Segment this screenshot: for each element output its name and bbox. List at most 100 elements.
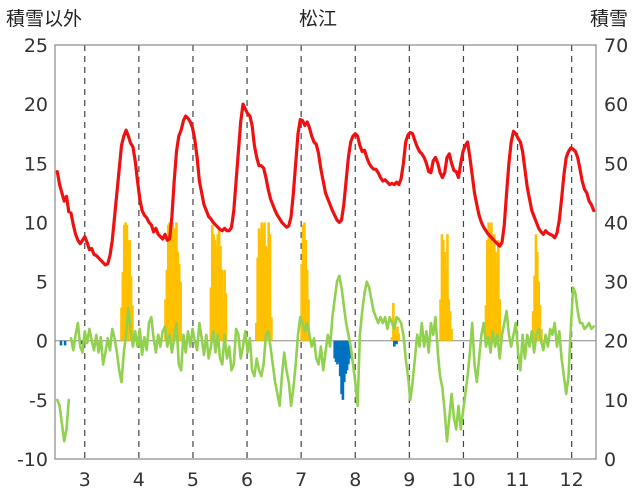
orange-bar — [444, 269, 448, 341]
orange-bar — [256, 257, 259, 341]
orange-bar — [221, 299, 225, 341]
orange-bar — [450, 328, 453, 341]
y-right-tick-label: 10 — [604, 390, 628, 412]
plot-frame — [54, 44, 597, 460]
orange-bar — [487, 222, 491, 341]
orange-bar — [304, 240, 308, 341]
y-left-tick-label: 20 — [24, 94, 48, 116]
orange-bar — [448, 311, 452, 341]
orange-bar — [443, 252, 447, 341]
right-axis-label: 積雪 — [589, 8, 628, 30]
orange-bar — [254, 322, 258, 341]
orange-bar — [173, 228, 177, 341]
orange-bar — [531, 311, 535, 341]
orange-bar — [212, 234, 215, 341]
orange-bar — [120, 307, 123, 341]
orange-bar — [536, 252, 539, 341]
orange-bar — [128, 240, 132, 341]
blue-bar — [333, 340, 336, 359]
orange-bar — [267, 222, 270, 341]
orange-bar — [494, 252, 497, 341]
blue-bar — [342, 340, 346, 383]
orange-bar — [393, 322, 397, 341]
orange-bar — [440, 234, 444, 341]
chart-title: 松江 — [298, 8, 337, 30]
x-tick-label: 12 — [560, 469, 584, 491]
blue-bar — [347, 340, 350, 365]
blue-bar — [344, 340, 347, 374]
orange-bar — [491, 246, 495, 341]
orange-bar — [497, 240, 500, 341]
blue-bar — [334, 340, 338, 363]
orange-bar — [176, 252, 180, 341]
x-tick-label: 9 — [403, 469, 415, 491]
y-left-tick-label: 5 — [36, 272, 48, 294]
y-right-tick-label: 70 — [604, 35, 628, 57]
blue-bar — [341, 340, 345, 400]
x-tick-label: 4 — [133, 469, 145, 491]
line-marks — [55, 102, 596, 443]
orange-bar — [166, 224, 170, 341]
orange-bar — [392, 302, 395, 341]
y-left-tick-label: -10 — [17, 449, 48, 471]
orange-bar — [263, 222, 266, 341]
orange-bar — [131, 305, 134, 341]
orange-bar — [268, 234, 272, 341]
orange-bar — [121, 272, 125, 341]
orange-bar — [495, 269, 499, 341]
orange-bar — [257, 228, 261, 341]
orange-bar — [446, 234, 449, 341]
orange-bar — [224, 293, 228, 341]
x-tick-label: 3 — [79, 469, 91, 491]
orange-bar — [216, 234, 220, 341]
y-left-tick-label: 0 — [36, 331, 48, 353]
orange-bar — [303, 222, 306, 341]
orange-bar — [179, 281, 182, 341]
blue-bar — [63, 340, 67, 346]
y-right-tick-label: 30 — [604, 272, 628, 294]
x-tick-label: 5 — [187, 469, 199, 491]
blue-bar — [338, 340, 342, 377]
blue-bar — [392, 340, 396, 347]
orange-bar — [261, 228, 265, 341]
x-tick-label: 8 — [349, 469, 361, 491]
orange-bar — [177, 263, 181, 341]
y-right-tick-label: 40 — [604, 212, 628, 234]
orange-bar — [397, 333, 401, 341]
orange-bar — [219, 246, 222, 341]
green-line — [56, 274, 595, 443]
orange-bar — [538, 305, 542, 341]
orange-bar — [301, 224, 305, 341]
orange-bar — [172, 240, 176, 341]
orange-bar — [209, 287, 213, 341]
x-tick-label: 6 — [241, 469, 253, 491]
orange-bar — [305, 269, 309, 341]
orange-bar — [168, 222, 171, 341]
orange-bar — [175, 222, 178, 341]
orange-bar — [537, 281, 540, 341]
orange-bar — [164, 299, 167, 341]
y-right-tick-label: 20 — [604, 331, 628, 353]
orange-bar — [125, 224, 129, 341]
orange-bar — [259, 240, 262, 341]
orange-bar — [534, 234, 538, 341]
y-left-tick-label: -5 — [29, 390, 48, 412]
orange-bar — [264, 246, 268, 341]
orange-bar — [215, 246, 218, 341]
y-left-tick-label: 25 — [24, 35, 48, 57]
orange-bar — [486, 240, 489, 341]
orange-bar — [492, 234, 496, 341]
blue-bar — [340, 340, 343, 394]
orange-bar — [394, 334, 398, 341]
orange-bar — [127, 240, 130, 341]
y-left-tick-label: 15 — [24, 153, 48, 175]
left-axis-label: 積雪以外 — [6, 8, 83, 30]
x-tick-label: 10 — [451, 469, 475, 491]
x-tick-label: 7 — [295, 469, 307, 491]
orange-bar — [217, 228, 221, 341]
orange-bar — [129, 275, 133, 341]
orange-bar — [122, 224, 126, 341]
orange-bar — [442, 240, 445, 341]
y-right-tick-label: 50 — [604, 153, 628, 175]
